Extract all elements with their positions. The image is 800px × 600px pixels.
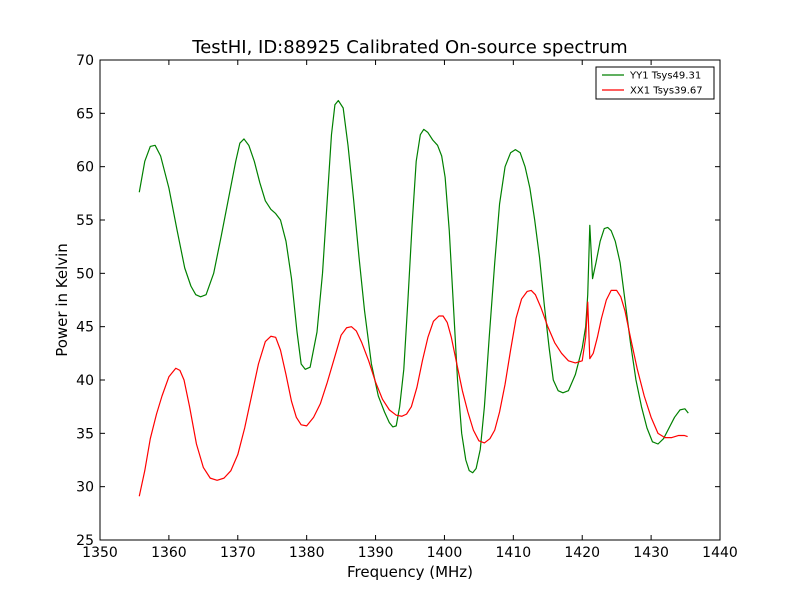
legend-label-xx1: XX1 Tsys39.67 — [630, 86, 703, 97]
x-tick-label: 1350 — [82, 545, 118, 561]
x-tick-label: 1360 — [151, 545, 187, 561]
y-tick-label: 30 — [76, 480, 94, 496]
y-tick-label: 65 — [76, 106, 94, 122]
y-tick-label: 55 — [76, 213, 94, 229]
x-tick-label: 1380 — [289, 545, 325, 561]
y-tick-label: 45 — [76, 320, 94, 336]
x-tick-label: 1400 — [427, 545, 463, 561]
series-line-yy1 — [138, 99, 689, 474]
y-tick-label: 70 — [76, 53, 94, 69]
plot-area-frame — [99, 59, 721, 541]
y-tick-label: 50 — [76, 266, 94, 282]
y-tick-label: 60 — [76, 160, 94, 176]
x-axis-label: Frequency (MHz) — [347, 563, 473, 581]
legend-label-yy1: YY1 Tsys49.31 — [629, 71, 701, 82]
x-tick-label: 1420 — [564, 545, 600, 561]
series-layer — [138, 99, 689, 497]
y-tick-label: 25 — [76, 533, 94, 549]
x-tick-label: 1430 — [633, 545, 669, 561]
y-axis-label: Power in Kelvin — [53, 243, 71, 357]
series-line-xx1 — [138, 289, 688, 497]
x-tick-label: 1390 — [358, 545, 394, 561]
chart-title: TestHI, ID:88925 Calibrated On-source sp… — [191, 37, 627, 58]
x-tick-label: 1370 — [220, 545, 256, 561]
legend-box — [595, 66, 715, 100]
x-tick-label: 1440 — [702, 545, 738, 561]
x-tick-label: 1410 — [496, 545, 532, 561]
ticks-layer: 1350 1360 1370 1380 1390 1400 1410 1420 1430 1440… — [76, 53, 738, 561]
y-tick-label: 40 — [76, 373, 94, 389]
y-tick-label: 35 — [76, 426, 94, 442]
legend: YY1 Tsys49.31 XX1 Tsys39.67 — [595, 66, 715, 100]
